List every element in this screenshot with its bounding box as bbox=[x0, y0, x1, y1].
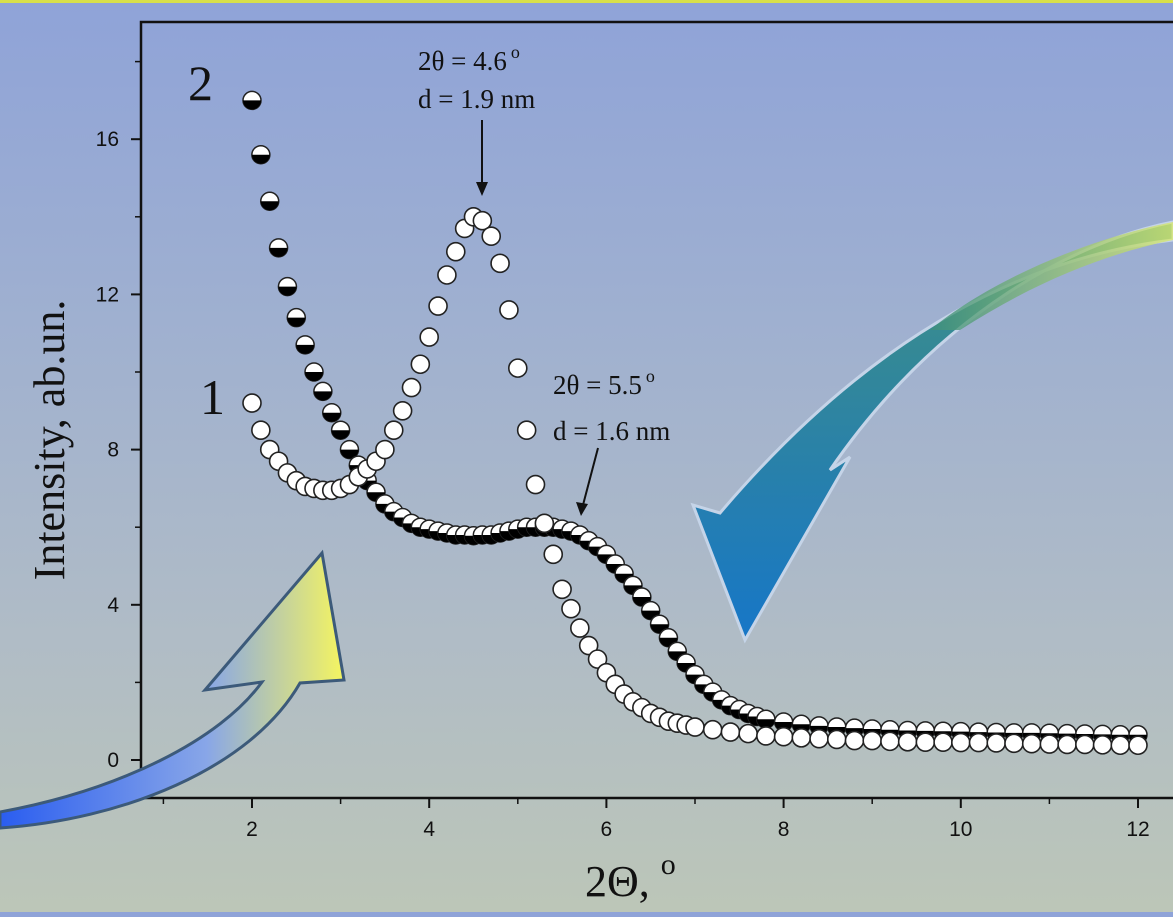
data-point-series-1 bbox=[791, 728, 812, 748]
data-point-series-1 bbox=[490, 253, 510, 274]
data-point-series-2 bbox=[321, 402, 342, 423]
x-tick-label: 4 bbox=[423, 818, 435, 841]
data-point-series-1 bbox=[862, 730, 883, 751]
data-point-series-2 bbox=[304, 362, 324, 382]
x-tick-label: 2 bbox=[246, 818, 258, 841]
series-label-1: 1 bbox=[200, 369, 225, 425]
data-point-series-1 bbox=[570, 618, 590, 638]
series-2 bbox=[242, 90, 1148, 745]
data-point-series-1 bbox=[410, 354, 431, 375]
axes: 2 4 6 8 10 12 0 4 8 12 16 bbox=[96, 60, 1150, 841]
data-point-series-1 bbox=[587, 649, 608, 669]
data-point-series-1 bbox=[1092, 735, 1113, 755]
data-point-series-1 bbox=[552, 579, 572, 600]
x-tick-label: 8 bbox=[778, 818, 790, 841]
data-point-series-2 bbox=[640, 600, 661, 621]
data-point-series-1 bbox=[968, 732, 989, 753]
data-point-series-1 bbox=[880, 731, 900, 752]
data-point-series-1 bbox=[251, 420, 271, 441]
data-point-series-2 bbox=[251, 144, 271, 165]
y-tick-label: 12 bbox=[96, 283, 119, 306]
data-point-series-1 bbox=[516, 420, 537, 441]
data-point-series-1 bbox=[844, 730, 865, 751]
data-point-series-1 bbox=[578, 635, 599, 656]
data-point-series-1 bbox=[437, 265, 457, 285]
data-point-series-1 bbox=[419, 327, 440, 347]
data-point-series-2 bbox=[242, 90, 262, 111]
data-point-series-2 bbox=[313, 381, 333, 402]
data-point-series-1 bbox=[773, 726, 794, 747]
data-point-series-1 bbox=[1039, 734, 1060, 754]
decorative-arrow-blue bbox=[690, 220, 1173, 644]
data-point-series-1 bbox=[534, 513, 555, 534]
data-point-series-1 bbox=[472, 210, 493, 231]
data-point-series-1 bbox=[1057, 734, 1077, 755]
top-accent-line bbox=[0, 0, 1173, 3]
data-point-series-1 bbox=[826, 729, 847, 750]
plot-frame bbox=[139, 20, 1173, 800]
annotation-2-arrow bbox=[582, 447, 599, 506]
data-point-series-1 bbox=[525, 474, 546, 495]
data-point-series-2 bbox=[277, 276, 298, 297]
series-1 bbox=[242, 207, 1148, 756]
x-tick-label: 10 bbox=[949, 818, 972, 841]
data-point-series-1 bbox=[1110, 735, 1131, 756]
series-layer bbox=[242, 90, 1148, 756]
y-axis-title: Intensity, ab.un. bbox=[25, 300, 74, 581]
annotation-2-line2: d = 1.6 nm bbox=[553, 416, 670, 446]
data-point-series-2 bbox=[286, 307, 307, 328]
x-tick-label: 12 bbox=[1126, 818, 1149, 841]
series-label-2: 2 bbox=[188, 55, 213, 111]
annotation-1-arrowhead bbox=[476, 182, 488, 196]
annotation-1-line1: 2θ = 4.6 o bbox=[418, 42, 520, 76]
data-point-series-1 bbox=[933, 732, 953, 752]
data-point-series-2 bbox=[756, 709, 776, 730]
data-point-series-1 bbox=[809, 728, 829, 749]
data-point-series-1 bbox=[720, 722, 741, 742]
data-point-series-1 bbox=[1004, 733, 1024, 754]
decorative-arrow-yellow bbox=[0, 549, 346, 830]
data-point-series-1 bbox=[685, 717, 705, 737]
data-point-series-1 bbox=[1128, 735, 1148, 756]
y-tick-label: 0 bbox=[107, 749, 119, 772]
data-point-series-1 bbox=[499, 300, 519, 320]
data-point-series-1 bbox=[738, 723, 758, 744]
data-point-series-1 bbox=[507, 358, 528, 378]
data-point-series-1 bbox=[383, 420, 404, 441]
annotation-peak-4-6: 2θ = 4.6 o d = 1.9 nm bbox=[418, 42, 535, 196]
y-tick-label: 4 bbox=[107, 594, 119, 617]
data-point-series-1 bbox=[242, 393, 262, 413]
data-point-series-1 bbox=[543, 544, 564, 565]
data-point-series-2 bbox=[330, 420, 351, 440]
data-point-series-2 bbox=[339, 439, 360, 460]
data-point-series-2 bbox=[295, 335, 315, 355]
data-point-series-1 bbox=[561, 598, 581, 619]
data-point-series-1 bbox=[392, 400, 413, 421]
annotation-2-line1: 2θ = 5.5 o bbox=[553, 366, 655, 400]
data-point-series-2 bbox=[259, 191, 280, 212]
data-point-series-1 bbox=[1021, 733, 1042, 754]
y-tick-label: 8 bbox=[107, 439, 119, 462]
data-point-series-1 bbox=[1075, 734, 1095, 755]
data-point-series-1 bbox=[702, 719, 723, 740]
data-point-series-1 bbox=[445, 241, 466, 262]
data-point-series-1 bbox=[481, 226, 502, 246]
data-point-series-1 bbox=[756, 726, 776, 746]
data-point-series-2 bbox=[268, 238, 289, 258]
annotation-1-line2: d = 1.9 nm bbox=[418, 84, 535, 114]
annotation-peak-5-5: 2θ = 5.5 o d = 1.6 nm bbox=[553, 366, 670, 516]
x-tick-label: 6 bbox=[601, 818, 613, 841]
data-point-series-1 bbox=[950, 732, 971, 753]
data-point-series-1 bbox=[897, 731, 918, 752]
annotation-2-arrowhead bbox=[576, 502, 588, 516]
data-point-series-1 bbox=[401, 377, 422, 398]
y-tick-label: 16 bbox=[96, 128, 119, 151]
data-point-series-1 bbox=[915, 732, 936, 752]
x-axis-title: 2Θ, o bbox=[585, 848, 676, 906]
data-point-series-1 bbox=[428, 296, 448, 316]
data-point-series-1 bbox=[986, 733, 1007, 753]
data-point-series-1 bbox=[375, 439, 395, 460]
